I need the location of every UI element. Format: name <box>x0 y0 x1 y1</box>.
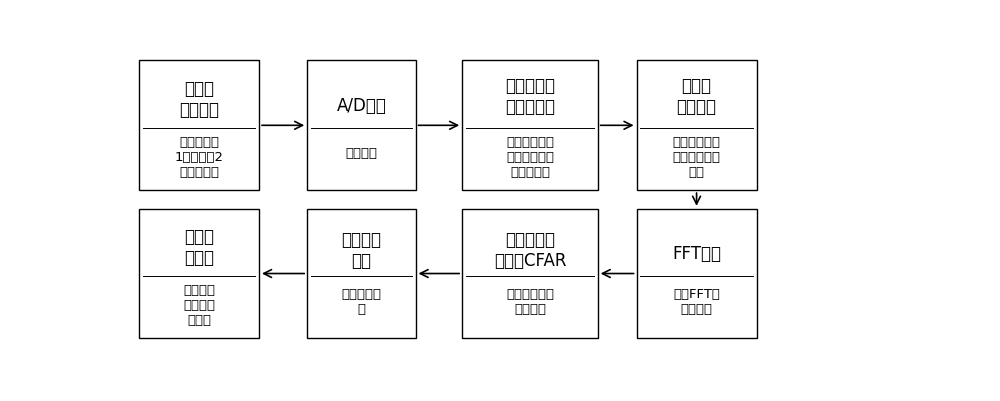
Text: FFT处理: FFT处理 <box>672 245 721 263</box>
Bar <box>139 209 259 338</box>
Bar <box>637 209 757 338</box>
Text: 基于距离假
设的解扩频: 基于距离假 设的解扩频 <box>505 77 555 116</box>
Text: 解扩频后的的
信号带有目标
速度的调制: 解扩频后的的 信号带有目标 速度的调制 <box>506 136 554 179</box>
Text: 根据多普勒特
性确定段子码
长度: 根据多普勒特 性确定段子码 长度 <box>673 136 721 179</box>
Text: 段子码
匹配滤波: 段子码 匹配滤波 <box>677 77 717 116</box>
Text: A/D采样: A/D采样 <box>336 97 386 115</box>
Bar <box>462 209 598 338</box>
Bar <box>307 61 416 190</box>
Bar <box>307 209 416 338</box>
Text: 接收机
输入信号: 接收机 输入信号 <box>179 80 219 119</box>
Text: 速度、距离
维联合CFAR: 速度、距离 维联合CFAR <box>494 231 566 269</box>
Text: 先确定速度再
确定距离: 先确定速度再 确定距离 <box>506 288 554 316</box>
Text: 基于FFT的
速度补偿: 基于FFT的 速度补偿 <box>673 288 720 316</box>
Bar <box>139 61 259 190</box>
Text: 目标距离
和径向速
度报送: 目标距离 和径向速 度报送 <box>183 284 215 328</box>
Bar <box>462 61 598 190</box>
Text: 目标信
息报送: 目标信 息报送 <box>184 228 214 267</box>
Text: 目标点迹
融合: 目标点迹 融合 <box>341 231 381 269</box>
Text: 采样量化: 采样量化 <box>345 147 377 160</box>
Text: 包括脉冲串
1和脉冲串2
的输入信号: 包括脉冲串 1和脉冲串2 的输入信号 <box>175 136 224 179</box>
Bar <box>637 61 757 190</box>
Text: 双脉冲串补
盲: 双脉冲串补 盲 <box>341 288 381 316</box>
